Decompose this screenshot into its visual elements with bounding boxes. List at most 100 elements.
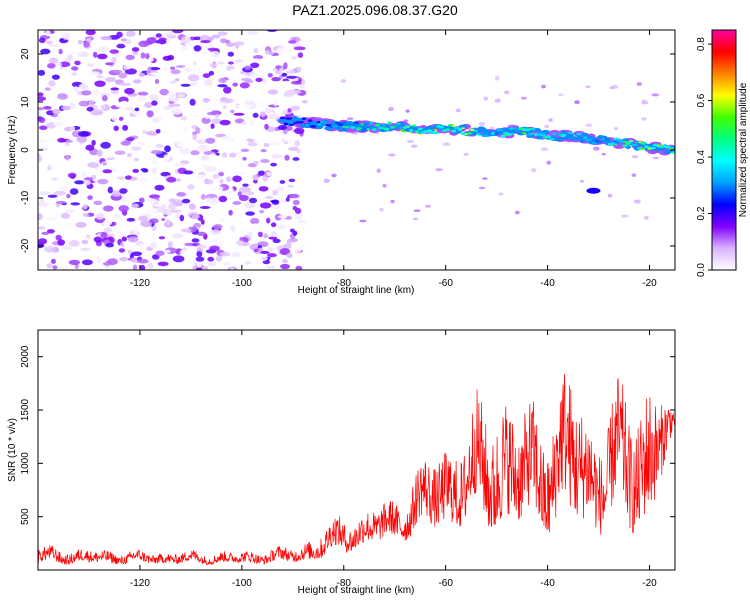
spectrogram-noise-blob xyxy=(38,112,42,117)
spectrogram-ridge-blob xyxy=(522,132,527,135)
spectrogram-noise-blob xyxy=(138,40,150,48)
spectrogram-ridge-blob xyxy=(414,130,420,133)
spectrogram-noise-blob xyxy=(120,100,129,107)
spectrogram-noise-blob xyxy=(268,141,280,146)
spectrogram-noise-blob xyxy=(102,162,107,166)
spectrogram-noise-blob xyxy=(546,160,552,165)
spectrogram-noise-blob xyxy=(187,74,200,82)
spectrogram-ridge-blob xyxy=(418,133,422,136)
spectrogram-noise-blob xyxy=(46,263,53,269)
spectrogram-noise-blob xyxy=(38,96,46,102)
spectrogram-noise-blob xyxy=(168,241,173,249)
spectrogram-noise-blob xyxy=(96,256,101,264)
spectrogram-noise-blob xyxy=(248,197,258,204)
spectrogram-noise-blob xyxy=(159,88,169,96)
spectrogram-noise-blob xyxy=(170,209,182,213)
spectrogram-noise-blob xyxy=(55,234,62,241)
spectrogram-noise-blob xyxy=(232,252,241,258)
spectrogram-noise-blob xyxy=(93,88,99,96)
spectrogram-noise-blob xyxy=(60,212,71,219)
spectrogram-noise-blob xyxy=(259,209,265,214)
spectrogram-noise-blob xyxy=(217,61,225,65)
spectrogram-noise-blob xyxy=(54,210,60,215)
spectrogram-noise-blob xyxy=(222,105,227,109)
spectrogram-noise-blob xyxy=(85,30,96,36)
spectrogram-ridge-blob xyxy=(457,128,463,131)
spectrogram-ridge-blob xyxy=(309,125,317,128)
spectrogram-noise-blob xyxy=(207,256,215,262)
spectrogram-noise-blob xyxy=(260,159,270,163)
spectrogram-ridge-blob xyxy=(567,131,573,135)
spectrogram-feature-blob xyxy=(586,187,601,194)
spectrogram-noise-blob xyxy=(60,186,69,192)
figure-title: PAZ1.2025.096.08.37.G20 xyxy=(292,2,458,18)
spectrogram-noise-blob xyxy=(323,178,330,183)
spectrogram-noise-blob xyxy=(268,236,278,240)
spectrogram-ridge-blob xyxy=(285,117,293,120)
spectrogram-noise-blob xyxy=(200,219,205,225)
spectrogram-noise-blob xyxy=(164,249,171,254)
spectrogram-noise-blob xyxy=(196,251,203,257)
spectrogram-noise-blob xyxy=(239,186,251,193)
spectrogram-noise-blob xyxy=(230,138,235,143)
spectrogram-noise-blob xyxy=(234,43,240,49)
spectrogram-noise-blob xyxy=(256,141,265,146)
spectrogram-noise-blob xyxy=(225,42,236,47)
spectrogram-noise-blob xyxy=(267,246,273,253)
spectrogram-noise-blob xyxy=(94,80,106,87)
spectrogram-noise-blob xyxy=(38,69,46,76)
spectrogram-ridge-blob xyxy=(592,142,597,145)
spectrogram-noise-blob xyxy=(255,77,263,82)
snr-y-ticks: 500 1000 1500 2000 xyxy=(20,345,675,525)
spectrogram-noise-blob xyxy=(47,165,52,171)
spectrogram-ridge-blob xyxy=(598,140,603,144)
spectrogram-noise-blob xyxy=(278,202,283,207)
colorbar-gradient xyxy=(711,29,737,271)
spectrogram-ridge-blob xyxy=(387,121,392,124)
spectrogram-noise-blob xyxy=(266,265,276,269)
spectrogram-ridge-blob xyxy=(622,144,629,147)
spectrogram-noise-blob xyxy=(116,230,128,235)
spectrogram-noise-blob xyxy=(218,171,225,177)
spectrogram-noise-blob xyxy=(234,118,245,124)
spectrogram-noise-blob xyxy=(100,36,112,41)
spectrogram-ridge-blob xyxy=(372,128,376,131)
spectrogram-noise-blob xyxy=(218,77,228,84)
spectrogram-noise-blob xyxy=(103,154,116,159)
spectrogram-noise-blob xyxy=(585,85,591,89)
spectrogram-noise-blob xyxy=(293,246,302,253)
spectrogram-noise-blob xyxy=(137,258,149,264)
spectrogram-noise-blob xyxy=(39,191,51,196)
spectrogram-noise-blob xyxy=(207,261,217,267)
spectrogram-noise-blob xyxy=(633,199,641,204)
spectrogram-noise-blob xyxy=(229,267,235,270)
spectrogram-noise-blob xyxy=(38,117,46,123)
spectrogram-noise-blob xyxy=(202,73,211,78)
spectrogram-marks xyxy=(38,30,675,270)
spectrogram-ridge-blob xyxy=(551,132,558,136)
spectrogram-noise-blob xyxy=(266,217,271,224)
spectrogram-noise-blob xyxy=(292,157,300,161)
spectrogram-noise-blob xyxy=(229,152,237,158)
spectrogram-y-label: Frequency (Hz) xyxy=(7,116,18,185)
spectrogram-noise-blob xyxy=(288,146,299,151)
spectrogram-noise-blob xyxy=(87,226,96,231)
spectrogram-noise-blob xyxy=(494,98,501,103)
spectrogram-noise-blob xyxy=(641,117,647,121)
spectrogram-noise-blob xyxy=(631,155,639,159)
spectrogram-noise-blob xyxy=(122,124,129,131)
spectrogram-noise-blob xyxy=(652,156,659,160)
spectrogram-noise-blob xyxy=(87,63,94,67)
spectrogram-noise-blob xyxy=(166,176,177,183)
spectrogram-noise-blob xyxy=(161,192,168,200)
spectrogram-noise-blob xyxy=(103,227,112,234)
snr-frame xyxy=(37,329,676,571)
spectrogram-noise-blob xyxy=(151,167,158,175)
spectrogram-noise-blob xyxy=(258,186,269,192)
spectrogram-noise-blob xyxy=(134,107,140,112)
spectrogram-noise-blob xyxy=(167,91,178,99)
spectrogram-noise-blob xyxy=(651,93,660,97)
spectrogram-x-tick-label: -20 xyxy=(642,278,657,289)
spectrogram-ridge-blob xyxy=(626,143,630,145)
